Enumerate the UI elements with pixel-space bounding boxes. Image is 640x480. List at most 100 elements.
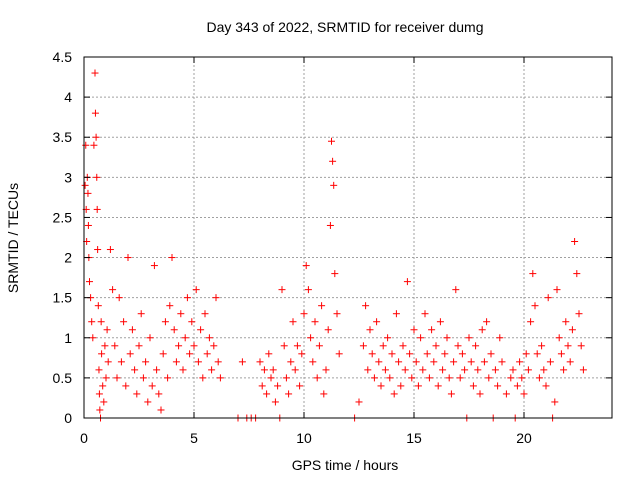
data-point: [94, 246, 102, 254]
data-point: [238, 358, 246, 366]
grid-lines: [84, 57, 612, 418]
data-point: [97, 318, 105, 326]
data-point: [388, 350, 396, 358]
data-point: [205, 334, 213, 342]
data-point: [311, 318, 319, 326]
data-point: [201, 310, 209, 318]
data-point: [181, 334, 189, 342]
data-point: [465, 334, 473, 342]
data-point: [366, 326, 374, 334]
data-point: [271, 398, 279, 406]
data-point: [406, 350, 414, 358]
data-point: [520, 390, 528, 398]
data-point: [100, 398, 108, 406]
data-point: [434, 382, 442, 390]
data-point: [285, 390, 293, 398]
data-point: [88, 318, 96, 326]
data-point: [513, 382, 521, 390]
data-point: [375, 358, 383, 366]
data-point: [355, 398, 363, 406]
data-point: [498, 358, 506, 366]
data-point: [485, 374, 493, 382]
data-point: [168, 254, 176, 262]
data-point: [467, 358, 475, 366]
data-point: [401, 366, 409, 374]
data-point: [333, 310, 341, 318]
data-point: [575, 310, 583, 318]
data-point: [368, 350, 376, 358]
data-point: [496, 334, 504, 342]
data-point: [562, 318, 570, 326]
data-point: [304, 286, 312, 294]
data-point: [425, 374, 433, 382]
data-point: [137, 310, 145, 318]
data-point: [392, 310, 400, 318]
data-point: [454, 342, 462, 350]
data-point: [128, 326, 136, 334]
data-point: [159, 350, 167, 358]
data-point: [144, 398, 152, 406]
data-point: [480, 358, 488, 366]
data-point: [161, 318, 169, 326]
data-point: [113, 374, 121, 382]
y-tick-label: 0: [64, 410, 72, 426]
data-point: [579, 366, 587, 374]
data-point: [507, 374, 515, 382]
data-point: [544, 294, 552, 302]
data-point: [89, 334, 97, 342]
data-point: [81, 181, 89, 189]
data-point: [395, 358, 403, 366]
data-point: [280, 342, 288, 350]
data-point: [139, 374, 147, 382]
data-point: [502, 390, 510, 398]
data-point: [109, 286, 117, 294]
data-point: [91, 69, 99, 77]
data-point: [124, 254, 132, 262]
data-point: [474, 366, 482, 374]
data-point: [577, 342, 585, 350]
data-point: [553, 286, 561, 294]
data-point: [157, 406, 165, 414]
data-point: [133, 390, 141, 398]
data-point: [447, 390, 455, 398]
data-point: [111, 342, 119, 350]
data-point: [399, 342, 407, 350]
data-point: [522, 350, 530, 358]
data-point: [384, 334, 392, 342]
data-point: [364, 366, 372, 374]
data-point: [293, 342, 301, 350]
data-point: [516, 358, 524, 366]
data-point: [571, 238, 579, 246]
data-point: [188, 318, 196, 326]
data-point: [555, 334, 563, 342]
data-point: [529, 270, 537, 278]
data-point: [328, 137, 335, 145]
data-point: [487, 350, 495, 358]
data-point: [155, 390, 163, 398]
data-point: [313, 374, 321, 382]
data-point: [381, 366, 389, 374]
data-point: [94, 302, 102, 310]
data-point: [535, 374, 543, 382]
data-point: [186, 350, 194, 358]
data-point: [421, 310, 429, 318]
data-point: [208, 366, 216, 374]
data-point: [456, 374, 464, 382]
x-tick-label: 15: [406, 430, 422, 446]
data-point: [177, 310, 185, 318]
data-point: [291, 366, 299, 374]
data-point: [289, 318, 297, 326]
data-point: [131, 366, 139, 374]
data-point: [104, 358, 112, 366]
data-point: [93, 173, 101, 181]
y-tick-label: 2: [64, 250, 72, 266]
data-point: [557, 350, 565, 358]
data-point: [408, 374, 416, 382]
data-point: [269, 366, 277, 374]
data-point: [443, 334, 451, 342]
data-point: [320, 390, 328, 398]
data-point: [170, 326, 178, 334]
data-point: [126, 350, 134, 358]
data-point: [190, 342, 198, 350]
data-point: [359, 342, 367, 350]
